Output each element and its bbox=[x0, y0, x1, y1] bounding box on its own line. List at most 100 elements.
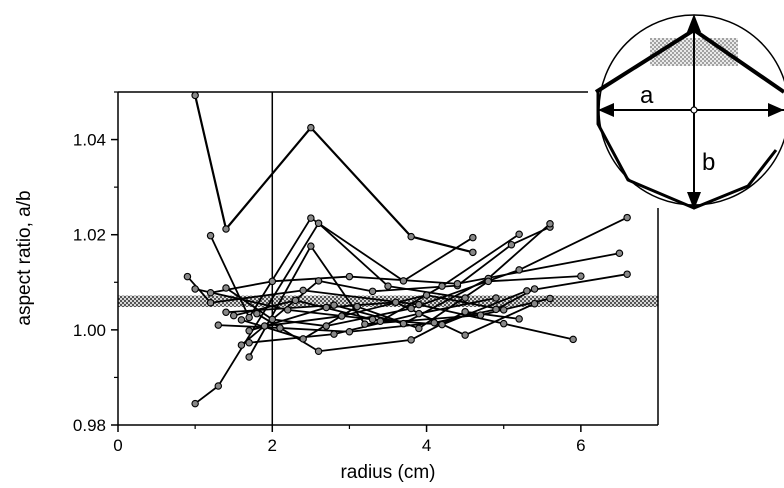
inset-arrowhead-top bbox=[687, 14, 701, 32]
data-point bbox=[191, 285, 199, 293]
data-point bbox=[422, 291, 431, 299]
data-point bbox=[237, 341, 246, 349]
data-point bbox=[245, 338, 253, 347]
data-point bbox=[430, 318, 439, 327]
inset-label-a: a bbox=[640, 82, 654, 109]
y-tick-label: 0.98 bbox=[73, 416, 106, 435]
data-point bbox=[499, 319, 508, 328]
x-tick-label: 6 bbox=[576, 436, 585, 455]
data-point bbox=[245, 327, 253, 335]
series-line bbox=[225, 216, 628, 327]
data-point bbox=[461, 308, 469, 316]
y-tick-label: 1.02 bbox=[73, 226, 106, 245]
data-point bbox=[461, 331, 469, 339]
data-point bbox=[237, 316, 246, 324]
data-point bbox=[183, 272, 192, 281]
series-line bbox=[264, 294, 504, 327]
data-point bbox=[314, 219, 323, 228]
data-point bbox=[623, 213, 631, 222]
data-point bbox=[191, 91, 199, 100]
data-point bbox=[399, 277, 408, 285]
data-point bbox=[330, 301, 338, 309]
data-point bbox=[469, 233, 477, 242]
data-point bbox=[407, 304, 415, 313]
data-point bbox=[569, 335, 577, 344]
y-axis-label: aspect ratio, a/b bbox=[14, 190, 35, 325]
data-point bbox=[345, 272, 354, 281]
data-point bbox=[407, 232, 415, 241]
data-point bbox=[268, 277, 277, 286]
data-point bbox=[299, 286, 307, 295]
inset-arrowhead-right bbox=[768, 103, 784, 117]
data-point bbox=[492, 305, 500, 314]
data-point bbox=[307, 123, 315, 132]
y-tick-label: 1.00 bbox=[73, 321, 106, 340]
data-point bbox=[206, 298, 215, 307]
data-point bbox=[438, 320, 446, 329]
data-point bbox=[530, 299, 539, 308]
series-layer bbox=[183, 91, 631, 408]
x-tick-label: 0 bbox=[113, 436, 122, 455]
data-point bbox=[222, 284, 230, 292]
data-point bbox=[307, 242, 315, 250]
data-point bbox=[391, 298, 400, 307]
data-point bbox=[253, 309, 261, 318]
x-tick-label: 2 bbox=[268, 436, 277, 455]
data-point bbox=[322, 303, 331, 312]
data-point bbox=[507, 240, 516, 249]
data-point bbox=[515, 315, 523, 323]
data-point bbox=[376, 317, 385, 326]
data-point bbox=[299, 335, 307, 343]
data-point bbox=[245, 353, 253, 361]
data-point bbox=[415, 324, 423, 333]
inset-center-point bbox=[690, 106, 698, 114]
data-point bbox=[222, 225, 230, 233]
data-point bbox=[546, 294, 554, 303]
data-point bbox=[314, 347, 323, 356]
data-point bbox=[291, 296, 300, 305]
data-point bbox=[368, 315, 377, 324]
data-point bbox=[222, 308, 230, 317]
data-point bbox=[476, 311, 485, 319]
data-point bbox=[268, 315, 277, 324]
data-point bbox=[260, 322, 269, 330]
data-point bbox=[206, 289, 215, 297]
octagon-inset-diagram: a b bbox=[594, 14, 784, 210]
series-line bbox=[194, 273, 628, 326]
series-line bbox=[194, 95, 474, 254]
data-point bbox=[191, 399, 199, 408]
data-point bbox=[484, 277, 493, 286]
data-point bbox=[523, 287, 531, 295]
data-point bbox=[615, 249, 624, 258]
data-point bbox=[307, 214, 315, 222]
data-point bbox=[461, 294, 469, 302]
data-point bbox=[214, 382, 223, 390]
data-point bbox=[453, 279, 462, 288]
plot-frame bbox=[117, 91, 659, 426]
x-tick-label: 4 bbox=[422, 436, 431, 455]
data-point bbox=[283, 306, 292, 314]
data-point bbox=[361, 320, 369, 328]
data-point bbox=[492, 294, 500, 302]
data-point bbox=[214, 321, 223, 329]
series-line bbox=[241, 275, 581, 340]
data-point bbox=[546, 220, 554, 228]
data-point bbox=[384, 282, 392, 290]
inset-arrowhead-bottom bbox=[687, 192, 701, 210]
y-tick-label: 1.04 bbox=[73, 131, 106, 150]
inset-octagon-lower-outline bbox=[596, 92, 778, 210]
data-point bbox=[415, 300, 423, 309]
tick-layer: 0 2 4 6 0.98 1.00 1.02 1.04 bbox=[73, 91, 586, 455]
data-point bbox=[314, 277, 323, 285]
data-point bbox=[337, 312, 346, 320]
series-line bbox=[249, 297, 497, 344]
series-line bbox=[186, 275, 574, 341]
data-point bbox=[245, 313, 253, 322]
data-point bbox=[577, 272, 585, 280]
data-point bbox=[206, 231, 215, 240]
inset-label-b: b bbox=[702, 149, 715, 176]
data-point bbox=[415, 309, 423, 318]
data-point bbox=[330, 330, 338, 338]
data-point bbox=[469, 248, 477, 257]
